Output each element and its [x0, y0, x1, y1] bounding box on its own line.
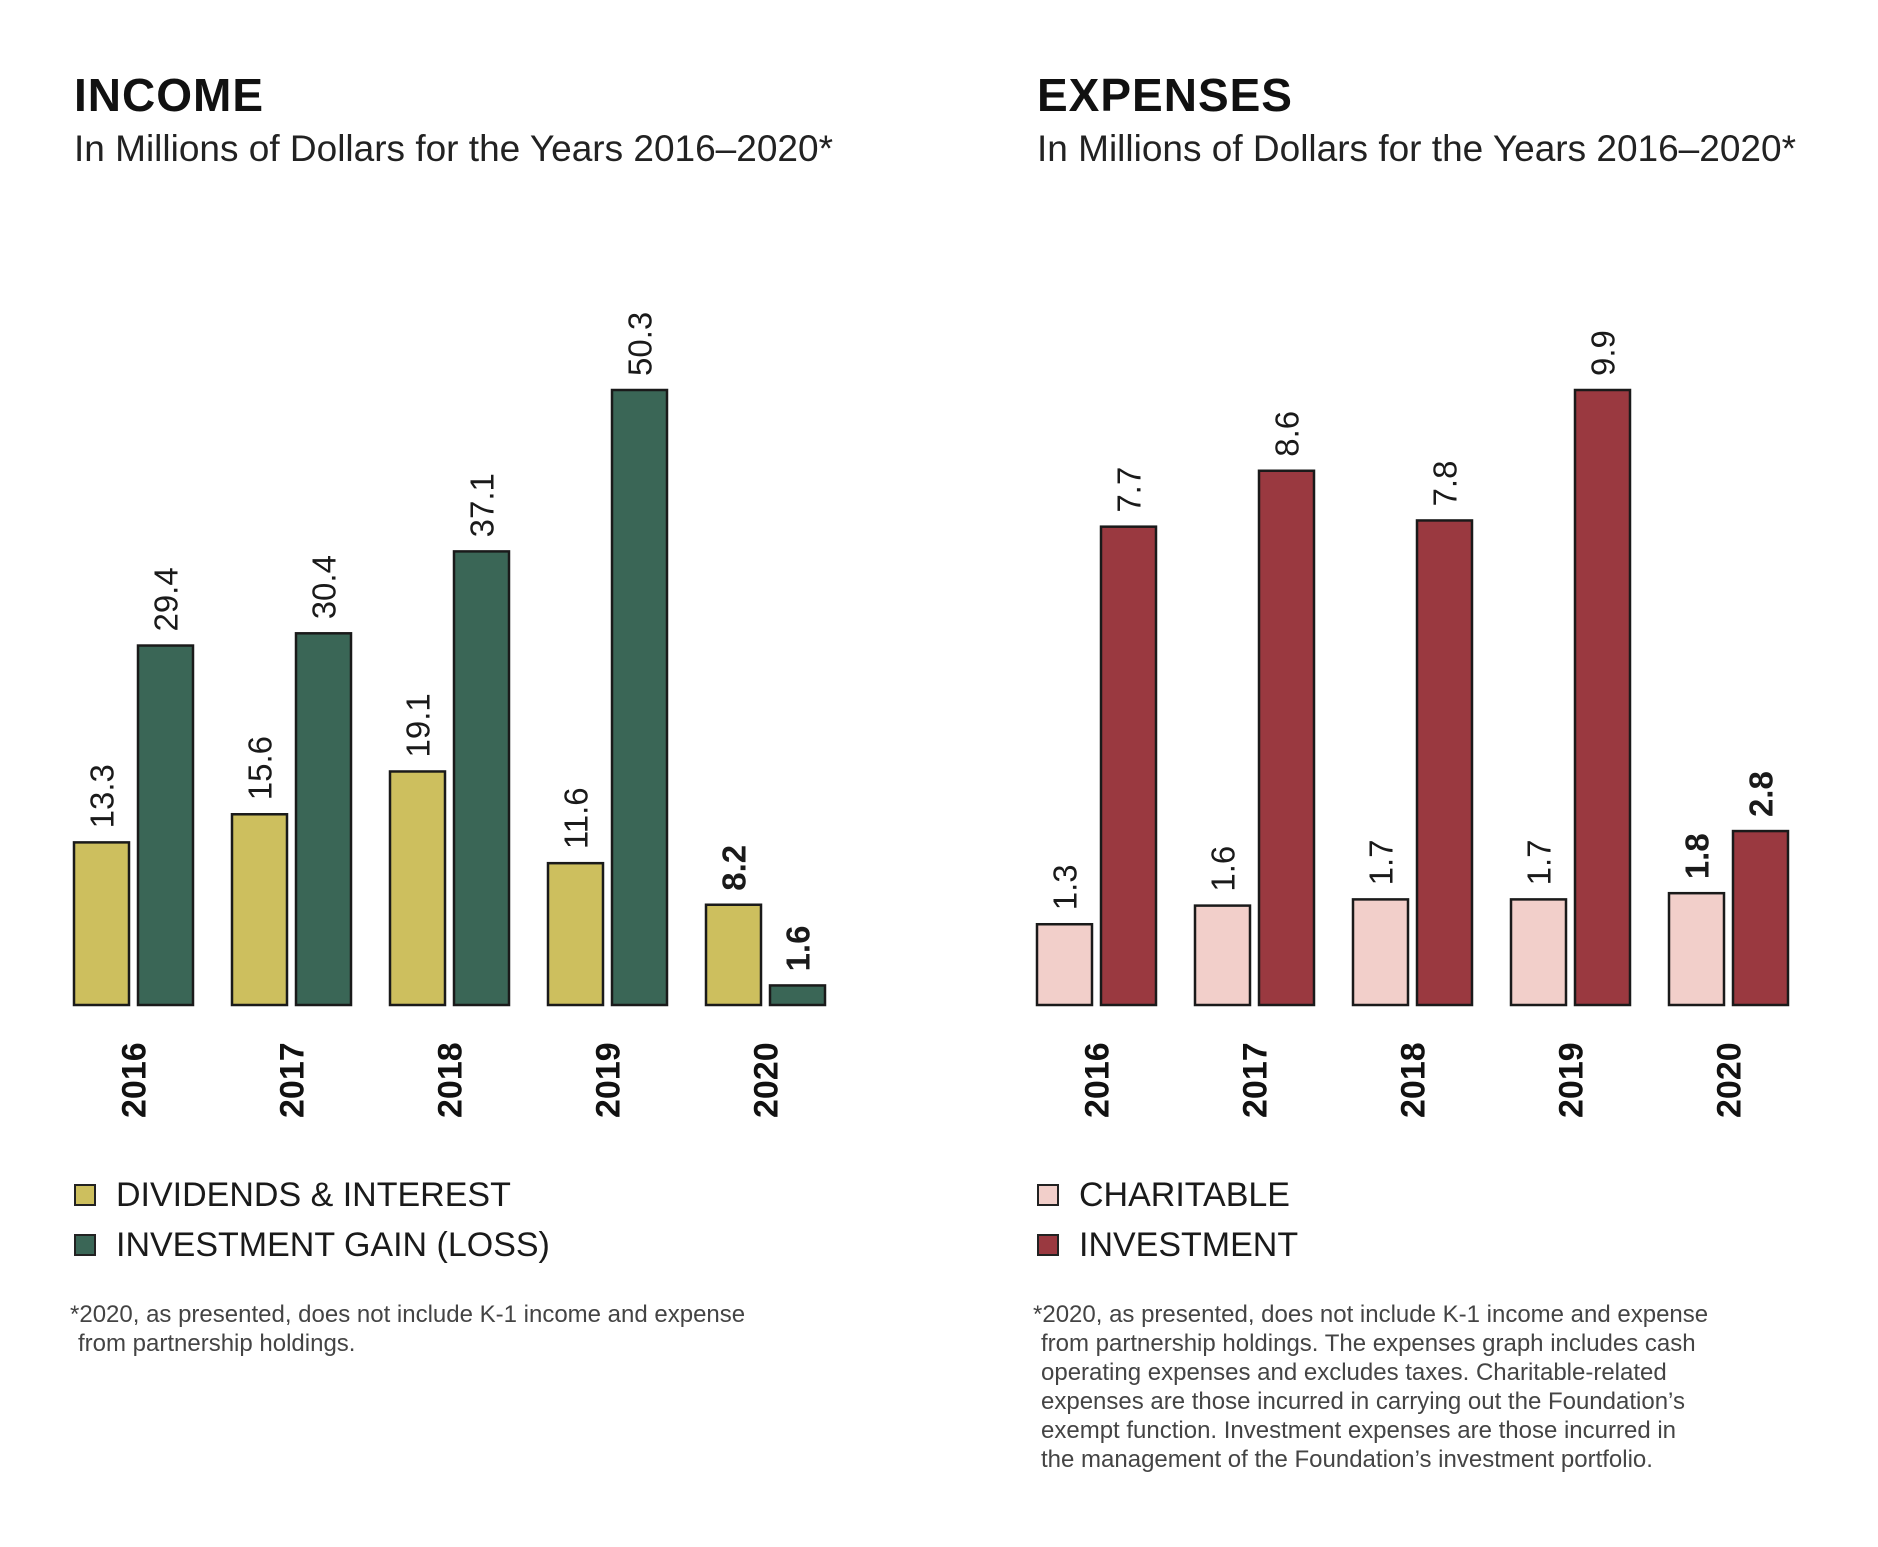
data-label-charitable-2016: 1.3 — [1047, 864, 1084, 910]
x-tick-label-2016: 2016 — [1079, 1042, 1117, 1118]
investment-swatch — [1037, 1234, 1059, 1256]
legend-label-investment-gain: INVESTMENT GAIN (LOSS) — [116, 1225, 550, 1264]
expenses-panel: EXPENSES In Millions of Dollars for the … — [963, 0, 1863, 1547]
bar-charitable-2019 — [1509, 898, 1568, 1007]
legend-item-charitable: CHARITABLE — [1037, 1170, 1298, 1220]
data-label-dividends-interest-2017: 15.6 — [242, 736, 279, 800]
data-label-investment-gain-loss-2019: 50.3 — [622, 312, 659, 376]
x-tick-label-2017: 2017 — [1237, 1042, 1275, 1118]
bar-investment-gain-loss-2016 — [136, 644, 195, 1007]
data-label-dividends-interest-2020: 8.2 — [716, 845, 753, 891]
x-tick-label-2018: 2018 — [1395, 1042, 1433, 1118]
x-tick-label-2016: 2016 — [116, 1042, 154, 1118]
income-chart: 13.3 29.4 2016 15.6 30.4 2017 19.1 37.1 2018 11.6… — [72, 312, 827, 1118]
legend-item-investment-gain: INVESTMENT GAIN (LOSS) — [74, 1220, 550, 1270]
expenses-footnote-line: operating expenses and excludes taxes. C… — [1041, 1359, 1667, 1386]
bar-charitable-2020 — [1667, 891, 1726, 1007]
bar-investment-2016 — [1099, 525, 1158, 1007]
data-label-investment-2016: 7.7 — [1111, 467, 1148, 513]
data-label-charitable-2017: 1.6 — [1205, 846, 1242, 892]
data-label-investment-2019: 9.9 — [1585, 330, 1622, 376]
x-tick-label-2017: 2017 — [274, 1042, 312, 1118]
expenses-legend: CHARITABLE INVESTMENT — [1037, 1170, 1298, 1270]
income-footnote-line: *2020, as presented, does not include K-… — [70, 1301, 746, 1328]
income-title: INCOME — [74, 69, 264, 121]
data-label-charitable-2019: 1.7 — [1521, 840, 1558, 886]
expenses-chart: 1.3 7.7 2016 1.6 8.6 2017 1.7 7.8 2018 1.7 9.9 2019… — [1035, 330, 1790, 1118]
x-tick-label-2020: 2020 — [1711, 1042, 1749, 1118]
data-label-dividends-interest-2018: 19.1 — [400, 693, 437, 757]
data-label-investment-2017: 8.6 — [1269, 411, 1306, 457]
bar-charitable-2017 — [1193, 904, 1252, 1007]
expenses-subtitle: In Millions of Dollars for the Years 201… — [1037, 128, 1796, 169]
data-label-investment-gain-loss-2016: 29.4 — [148, 567, 185, 631]
data-label-charitable-2020: 1.8 — [1679, 833, 1716, 879]
bar-investment-2019 — [1573, 388, 1632, 1007]
bar-dividends-interest-2020 — [704, 903, 763, 1007]
expenses-title: EXPENSES — [1037, 69, 1293, 121]
x-tick-label-2020: 2020 — [748, 1042, 786, 1118]
income-subtitle: In Millions of Dollars for the Years 201… — [74, 128, 833, 169]
data-label-investment-2018: 7.8 — [1427, 461, 1464, 507]
data-label-investment-gain-loss-2018: 37.1 — [464, 473, 501, 537]
bar-investment-2017 — [1257, 469, 1316, 1007]
legend-item-investment: INVESTMENT — [1037, 1220, 1298, 1270]
dividends-swatch — [74, 1184, 96, 1206]
data-label-charitable-2018: 1.7 — [1363, 840, 1400, 886]
bar-dividends-interest-2019 — [546, 861, 605, 1007]
income-footnote-line: from partnership holdings. — [78, 1330, 356, 1357]
bar-investment-2018 — [1415, 519, 1474, 1007]
bar-investment-2020 — [1731, 829, 1790, 1007]
bar-investment-gain-loss-2018 — [452, 550, 511, 1007]
data-label-investment-gain-loss-2020: 1.6 — [780, 926, 817, 972]
x-tick-label-2019: 2019 — [590, 1042, 628, 1118]
x-tick-label-2018: 2018 — [432, 1042, 470, 1118]
bar-dividends-interest-2016 — [72, 841, 131, 1007]
expenses-footnote-line: exempt function. Investment expenses are… — [1041, 1417, 1677, 1444]
expenses-footnote-line: expenses are those incurred in carrying … — [1041, 1388, 1685, 1415]
bar-investment-gain-loss-2020 — [768, 984, 827, 1007]
data-label-investment-gain-loss-2017: 30.4 — [306, 555, 343, 619]
bar-dividends-interest-2017 — [230, 813, 289, 1007]
legend-label-dividends: DIVIDENDS & INTEREST — [116, 1175, 511, 1214]
expenses-footnote-line: the management of the Foundation’s inves… — [1041, 1446, 1653, 1473]
bar-investment-gain-loss-2019 — [610, 388, 669, 1007]
legend-label-charitable: CHARITABLE — [1079, 1175, 1290, 1214]
income-legend: DIVIDENDS & INTEREST INVESTMENT GAIN (LO… — [74, 1170, 550, 1270]
income-panel: INCOME In Millions of Dollars for the Ye… — [0, 0, 900, 1547]
bar-charitable-2018 — [1351, 898, 1410, 1007]
charitable-swatch — [1037, 1184, 1059, 1206]
investment-gain-swatch — [74, 1234, 96, 1256]
bar-dividends-interest-2018 — [388, 770, 447, 1007]
legend-item-dividends: DIVIDENDS & INTEREST — [74, 1170, 550, 1220]
income-footnote: *2020, as presented, does not include K-… — [70, 1300, 860, 1358]
expenses-footnote: *2020, as presented, does not include K-… — [1033, 1300, 1823, 1474]
bar-investment-gain-loss-2017 — [294, 632, 353, 1007]
expenses-footnote-line: from partnership holdings. The expenses … — [1041, 1330, 1696, 1357]
bar-charitable-2016 — [1035, 922, 1094, 1007]
data-label-dividends-interest-2019: 11.6 — [558, 787, 595, 849]
expenses-footnote-line: *2020, as presented, does not include K-… — [1033, 1301, 1709, 1328]
data-label-investment-2020: 2.8 — [1743, 771, 1780, 817]
legend-label-investment: INVESTMENT — [1079, 1225, 1299, 1264]
data-label-dividends-interest-2016: 13.3 — [84, 764, 121, 828]
x-tick-label-2019: 2019 — [1553, 1042, 1591, 1118]
